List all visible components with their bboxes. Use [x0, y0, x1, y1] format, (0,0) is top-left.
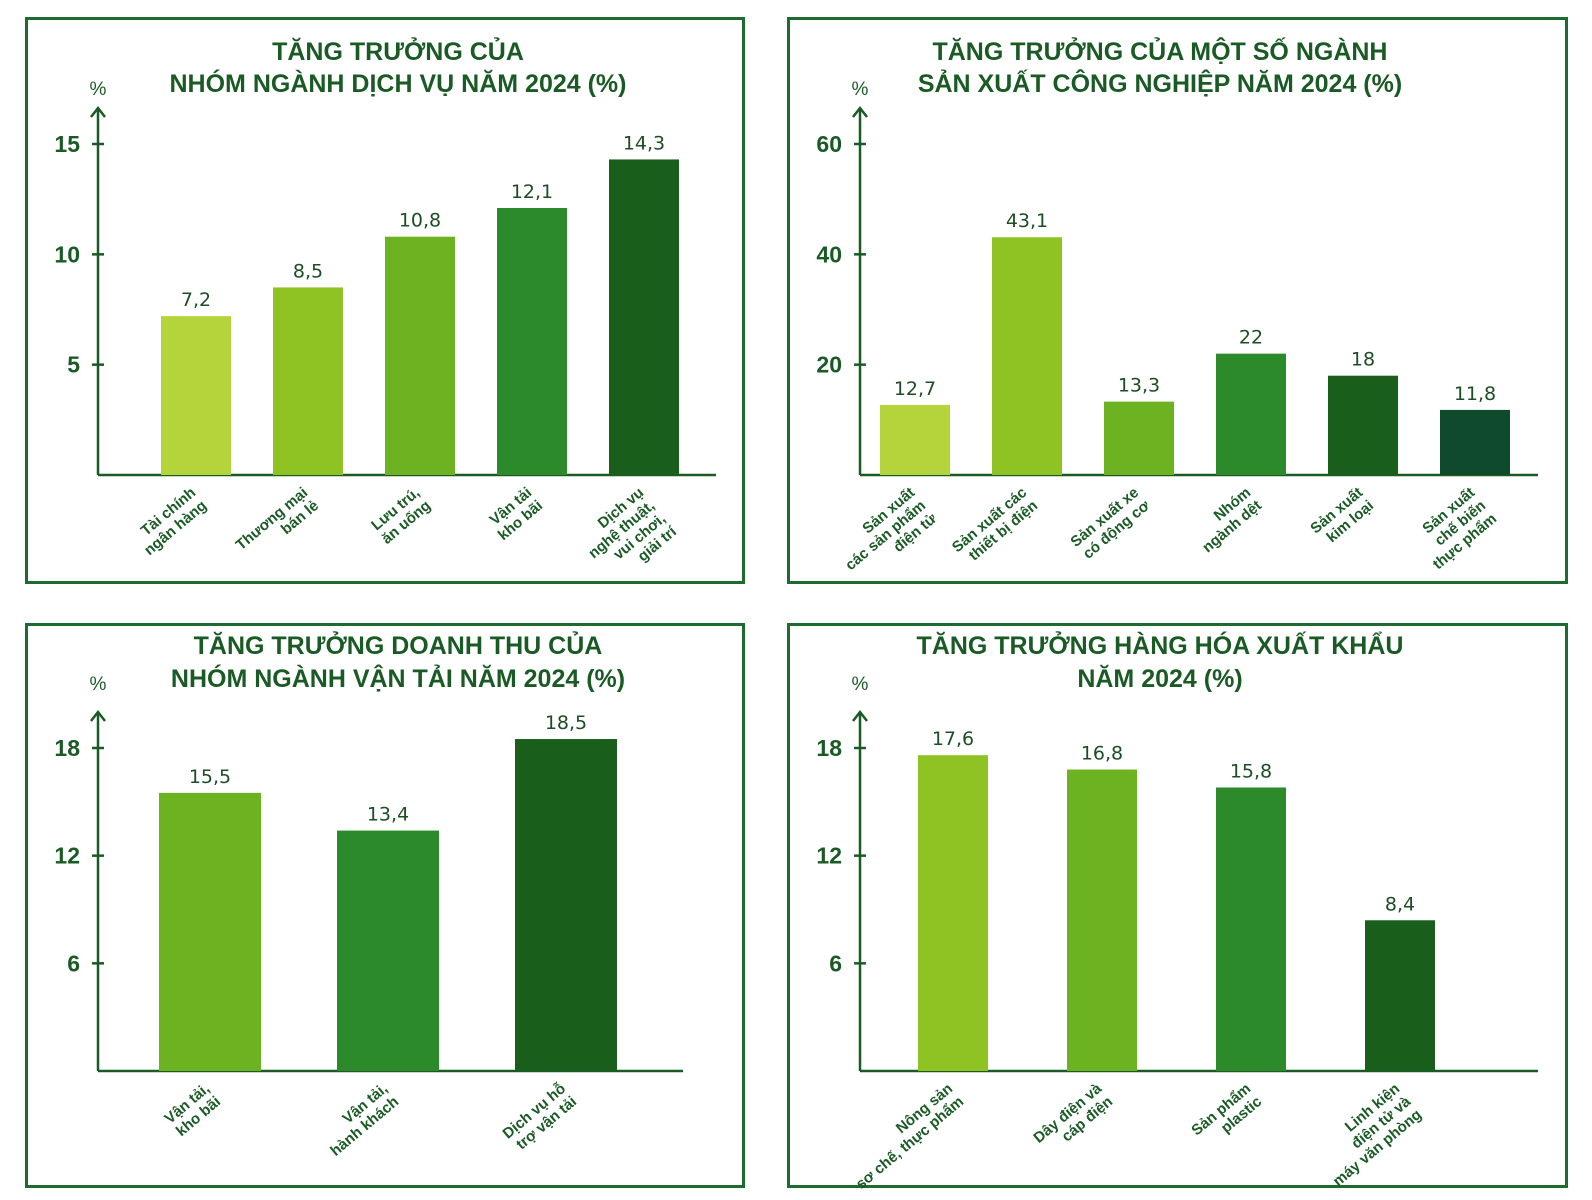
chart-panel-industry: TĂNG TRƯỞNG CỦA MỘT SỐ NGÀNH SẢN XUẤT CÔN…	[787, 17, 1568, 584]
bar	[1104, 401, 1174, 475]
y-tick-label: 20	[816, 352, 842, 378]
chart-title-line: NHÓM NGÀNH VẬN TẢI NĂM 2024 (%)	[171, 663, 625, 693]
chart-title-line: NHÓM NGÀNH DỊCH VỤ NĂM 2024 (%)	[170, 68, 627, 98]
bar	[1216, 787, 1286, 1071]
bar-value-label: 12,1	[511, 181, 553, 203]
bar-value-label: 10,8	[399, 210, 441, 232]
category-label: Vận tải,hành khách	[327, 1080, 402, 1160]
bar	[1328, 375, 1398, 475]
y-tick-label: 18	[816, 735, 842, 761]
y-axis-arrow	[852, 709, 868, 722]
y-axis-unit: %	[852, 79, 869, 100]
y-tick-label: 40	[816, 241, 842, 267]
category-label-line: sơ chế, thực phẩm	[853, 1093, 967, 1193]
bar	[159, 792, 261, 1071]
bar	[918, 755, 988, 1071]
bar-value-label: 7,2	[181, 289, 211, 311]
category-label: Lưu trú,ăn uống	[368, 484, 434, 548]
bar-value-label: 13,4	[367, 804, 409, 826]
chart-title-line: SẢN XUẤT CÔNG NGHIỆP NĂM 2024 (%)	[918, 68, 1402, 98]
bar	[385, 236, 455, 475]
bar-value-label: 13,3	[1118, 375, 1160, 397]
y-tick-label: 5	[67, 352, 80, 378]
y-axis-unit: %	[90, 674, 107, 695]
y-tick-label: 12	[816, 843, 842, 869]
chart-panel-transport: TĂNG TRƯỞNG DOANH THU CỦA NHÓM NGÀNH VẬN …	[25, 623, 745, 1188]
bar-value-label: 8,4	[1385, 893, 1415, 915]
bar-value-label: 15,8	[1230, 760, 1272, 782]
bar-value-label: 14,3	[623, 132, 665, 154]
y-axis-unit: %	[90, 79, 107, 100]
chart-title-line: NĂM 2024 (%)	[1077, 664, 1242, 693]
bar	[497, 207, 567, 475]
bar-value-label: 18,5	[545, 712, 587, 734]
bar	[337, 830, 439, 1071]
y-tick-label: 10	[54, 241, 80, 267]
chart-title-line: TĂNG TRƯỞNG DOANH THU CỦA	[194, 630, 603, 660]
y-axis-arrow	[852, 105, 868, 118]
bar-value-label: 18	[1351, 349, 1375, 371]
bar	[609, 159, 679, 476]
bar-value-label: 17,6	[932, 728, 974, 750]
bar-value-label: 12,7	[894, 378, 936, 400]
bar	[273, 287, 343, 475]
bar	[1440, 409, 1510, 475]
y-tick-label: 18	[54, 735, 80, 761]
chart-svg-export: TĂNG TRƯỞNG HÀNG HÓA XUẤT KHẨU NĂM 2024 (…	[816, 630, 1538, 1193]
chart-title-line: TĂNG TRƯỞNG HÀNG HÓA XUẤT KHẨU	[917, 630, 1404, 660]
bar	[515, 739, 617, 1071]
bar-value-label: 43,1	[1006, 210, 1048, 232]
bar	[880, 404, 950, 475]
chart-title-line: TĂNG TRƯỞNG CỦA	[272, 36, 524, 66]
bar-value-label: 11,8	[1454, 383, 1496, 405]
y-tick-label: 6	[67, 950, 80, 976]
y-tick-label: 15	[54, 131, 80, 157]
bar	[1067, 769, 1137, 1071]
y-tick-label: 12	[54, 843, 80, 869]
y-axis-arrow	[90, 105, 106, 118]
y-tick-label: 6	[829, 950, 842, 976]
bar-value-label: 8,5	[293, 260, 323, 282]
bar	[992, 237, 1062, 475]
category-label: Vận tải,kho bãi	[161, 1080, 224, 1140]
bar	[1216, 353, 1286, 475]
bar	[1365, 920, 1435, 1071]
bar-value-label: 16,8	[1081, 743, 1123, 765]
y-axis-arrow	[90, 709, 106, 722]
chart-panel-export: TĂNG TRƯỞNG HÀNG HÓA XUẤT KHẨU NĂM 2024 (…	[787, 623, 1568, 1193]
bar-value-label: 22	[1239, 327, 1263, 349]
y-tick-label: 60	[816, 131, 842, 157]
bar	[161, 316, 231, 475]
y-axis-unit: %	[852, 674, 869, 695]
chart-panel-services: TĂNG TRƯỞNG CỦA NHÓM NGÀNH DỊCH VỤ NĂM 20…	[25, 17, 745, 584]
bar-value-label: 15,5	[189, 766, 231, 788]
chart-title-line: TĂNG TRƯỞNG CỦA MỘT SỐ NGÀNH	[932, 36, 1387, 66]
